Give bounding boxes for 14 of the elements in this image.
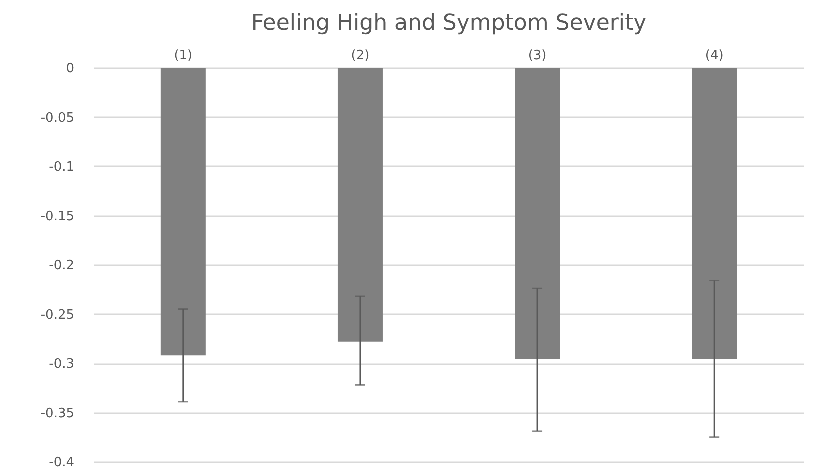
y-tick-label: -0.05: [40, 110, 74, 126]
y-tick-label: -0.3: [49, 357, 74, 372]
x-tick-label: (4): [705, 48, 724, 64]
x-tick-label: (3): [528, 48, 547, 64]
x-tick-label: (2): [351, 48, 370, 64]
y-tick-label: -0.35: [40, 406, 74, 422]
y-tick-label: -0.1: [49, 160, 74, 175]
y-tick-label: -0.4: [49, 456, 74, 470]
y-tick-label: 0: [66, 62, 74, 76]
y-tick-label: -0.25: [40, 308, 74, 323]
x-tick-label: (1): [174, 48, 193, 64]
y-tick-label: -0.2: [49, 258, 74, 274]
chart-title: Feeling High and Symptom Severity: [251, 11, 647, 36]
y-tick-label: -0.15: [40, 209, 74, 224]
